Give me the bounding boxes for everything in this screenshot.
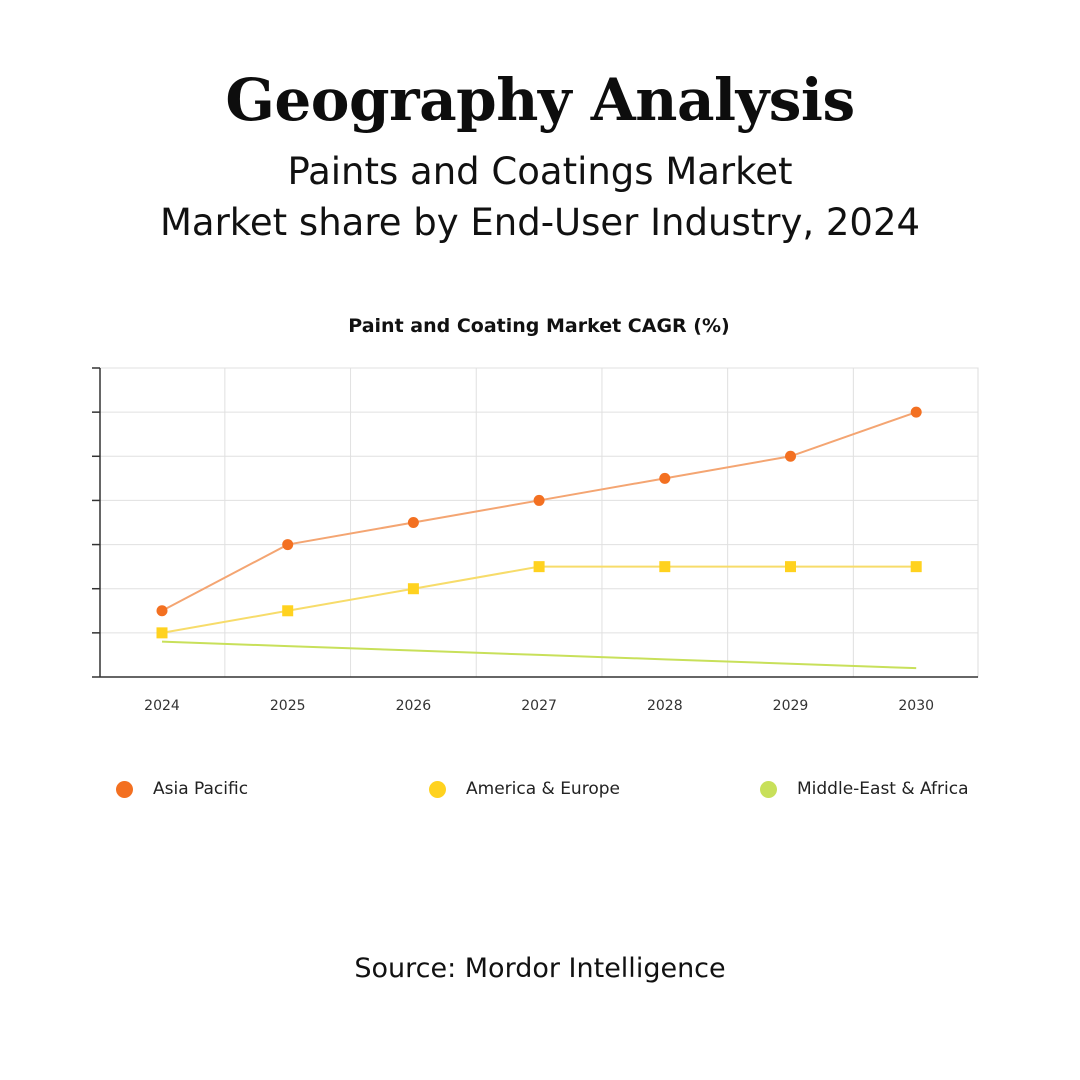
legend-dot-icon (429, 780, 446, 798)
data-point-america-europe (659, 561, 671, 573)
grid-lines (99, 367, 979, 678)
chart-axes (92, 367, 978, 678)
data-point-asia-pacific (282, 539, 294, 551)
plot-frame (99, 367, 979, 678)
data-point-asia-pacific (156, 605, 168, 617)
x-tick-label: 2028 (647, 698, 683, 714)
x-axis-ticks: 2024 2025 2026 2027 2028 2029 2030 (144, 698, 934, 714)
legend-label: America & Europe (466, 779, 620, 799)
share-subtitle: Market share by End-User Industry, 2024 (159, 201, 921, 244)
chart-title: Paint and Coating Market CAGR (%) (348, 315, 729, 337)
data-point-america-europe (282, 605, 294, 617)
legend-item-middle-east-africa[interactable]: Middle-East & Africa (760, 776, 969, 802)
x-tick-label: 2024 (144, 698, 180, 714)
data-point-america-europe (407, 583, 419, 595)
data-point-asia-pacific (785, 450, 796, 462)
market-subtitle: Paints and Coatings Market (287, 150, 793, 193)
data-point-america-europe (785, 561, 796, 573)
x-tick-label: 2027 (521, 698, 557, 714)
legend-item-asia-pacific[interactable]: Asia Pacific (116, 776, 248, 802)
legend-dot-icon (760, 780, 777, 798)
legend-item-america-europe[interactable]: America & Europe (429, 776, 620, 802)
data-point-asia-pacific (659, 472, 671, 484)
data-point-asia-pacific (407, 517, 419, 528)
x-tick-label: 2025 (270, 698, 306, 714)
legend-dot-icon (116, 780, 133, 798)
data-point-asia-pacific (533, 494, 545, 506)
legend-label: Asia Pacific (153, 779, 249, 799)
data-point-asia-pacific (910, 406, 922, 418)
legend-label: Middle-East & Africa (797, 779, 969, 799)
x-tick-label: 2026 (396, 698, 432, 714)
series-lines (156, 406, 922, 670)
data-point-america-europe (156, 627, 168, 639)
page-headline: Geography Analysis (225, 66, 855, 134)
source-credit: Source: Mordor Intelligence (354, 953, 726, 984)
data-point-america-europe (533, 561, 545, 573)
series-line-middle-east-africa (161, 640, 917, 670)
cagr-line-chart: Paint and Coating Market CAGR (%) 2024 20… (92, 315, 979, 714)
x-tick-label: 2030 (898, 698, 934, 714)
x-tick-label: 2029 (773, 698, 809, 714)
data-point-america-europe (910, 561, 922, 573)
